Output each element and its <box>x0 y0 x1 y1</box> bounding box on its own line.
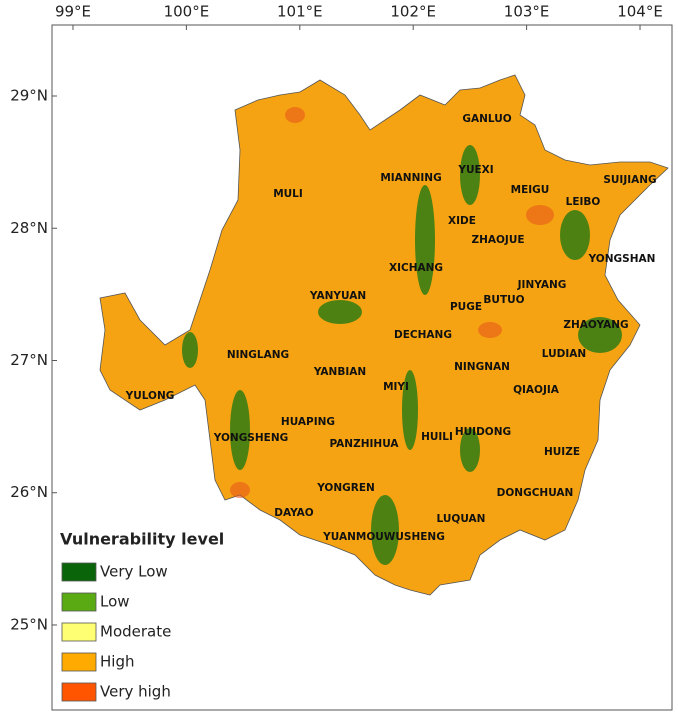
place-label: YONGREN <box>316 482 375 494</box>
legend-label: Very high <box>100 683 171 701</box>
legend-swatch <box>61 652 97 672</box>
study-area <box>99 74 669 596</box>
y-tick-label: 26°N <box>10 483 48 501</box>
y-tick-label: 29°N <box>10 87 48 105</box>
place-label: YULONG <box>125 390 175 402</box>
place-label: SUIJIANG <box>603 174 656 186</box>
legend-swatch <box>61 622 97 642</box>
high-patches <box>230 107 554 498</box>
place-label: YANYUAN <box>309 290 366 302</box>
graticule-ticks: 99°E 100°E 101°E 102°E 103°E 104°E 29°N 28°N 27°… <box>10 3 663 634</box>
place-label: XICHANG <box>389 262 443 274</box>
x-tick-label: 100°E <box>164 3 210 21</box>
x-tick-label: 99°E <box>55 3 91 21</box>
place-label: LUQUAN <box>437 513 486 525</box>
place-label: LUDIAN <box>542 348 586 360</box>
place-label: NINGLANG <box>227 349 289 361</box>
place-label: LEIBO <box>566 196 601 208</box>
legend-label: Low <box>100 593 130 611</box>
place-label: MIANNING <box>380 172 441 184</box>
place-label: JINYANG <box>517 279 567 291</box>
place-label: YANBIAN <box>313 366 366 378</box>
place-label: MIYI <box>383 381 409 393</box>
place-label: MEIGU <box>511 184 550 196</box>
place-label: NINGNAN <box>454 361 510 373</box>
legend-label: High <box>100 653 134 671</box>
place-label: GANLUO <box>462 113 511 125</box>
legend-swatch <box>61 592 97 612</box>
place-label: YUANMOUWUSHENG <box>322 531 445 543</box>
place-label: ZHAOJUE <box>471 234 524 246</box>
legend-label: Very Low <box>100 563 168 581</box>
place-label: PANZHIHUA <box>329 438 399 450</box>
place-label: DONGCHUAN <box>497 487 574 499</box>
place-label: HUILI <box>421 431 453 443</box>
place-label: QIAOJIA <box>513 384 560 396</box>
x-tick-label: 104°E <box>617 3 663 21</box>
place-label: HUAPING <box>281 416 335 428</box>
place-label: HUIDONG <box>455 426 511 438</box>
x-tick-label: 102°E <box>390 3 436 21</box>
x-tick-label: 101°E <box>277 3 323 21</box>
x-tick-label: 103°E <box>504 3 550 21</box>
place-label: YONGSHENG <box>213 432 289 444</box>
y-tick-label: 28°N <box>10 219 48 237</box>
legend-swatch <box>61 682 97 702</box>
green-patches <box>182 145 622 565</box>
place-label: DECHANG <box>394 329 452 341</box>
place-label: BUTUO <box>483 294 524 306</box>
place-label: HUIZE <box>544 446 580 458</box>
legend-swatch <box>61 562 97 582</box>
place-labels: GANLUO MULI MIANNING YUEXI MEIGU SUIJIANGLEIB… <box>125 113 657 543</box>
legend-title: Vulnerability level <box>60 530 224 549</box>
legend: Vulnerability level Very Low Low Moderate Hi… <box>60 530 224 702</box>
place-label: PUGE <box>450 301 482 313</box>
place-label: DAYAO <box>274 507 314 519</box>
place-label: MULI <box>273 188 303 200</box>
place-label: YUEXI <box>457 164 493 176</box>
y-tick-label: 27°N <box>10 351 48 369</box>
place-label: ZHAOYANG <box>563 319 628 331</box>
place-label: YONGSHAN <box>588 253 656 265</box>
y-tick-label: 25°N <box>10 615 48 633</box>
legend-label: Moderate <box>100 623 171 641</box>
place-label: XIDE <box>448 215 476 227</box>
